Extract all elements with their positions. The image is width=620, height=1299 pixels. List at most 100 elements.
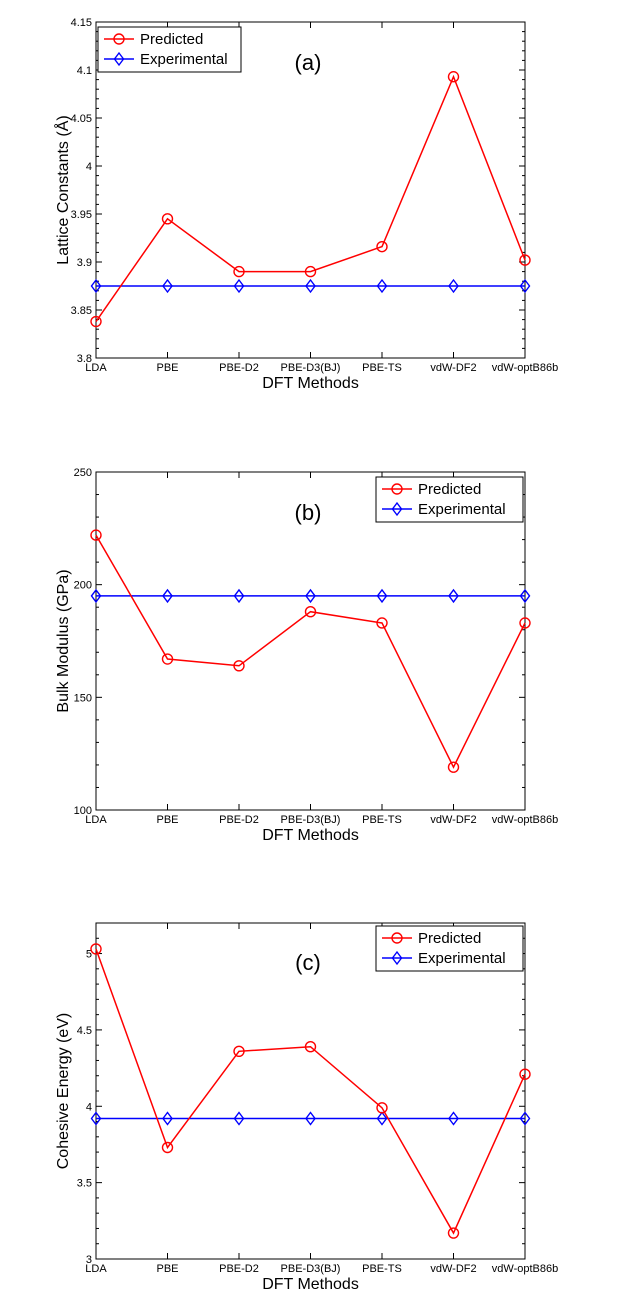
data-point <box>90 943 102 955</box>
data-point <box>519 588 531 604</box>
x-tick-label: PBE-D2 <box>219 362 259 374</box>
y-tick-label: 4 <box>86 161 92 173</box>
x-tick-label: PBE <box>156 362 178 374</box>
legend-marker <box>391 950 403 966</box>
y-tick-label: 4.1 <box>77 65 92 77</box>
series-line <box>95 74 526 322</box>
legend-label: Predicted <box>140 31 203 48</box>
data-point <box>519 617 531 629</box>
series-experimental <box>90 278 531 294</box>
data-point <box>448 588 459 604</box>
data-point <box>90 315 102 328</box>
x-tick-label: PBE-D3(BJ) <box>281 1263 341 1275</box>
y-tick-label: 4.5 <box>77 1025 92 1037</box>
legend-marker <box>391 932 403 944</box>
y-axis-label: Lattice Constants (Å) <box>53 115 72 264</box>
x-tick-label: LDA <box>85 814 107 826</box>
x-axis-label: DFT Methods <box>262 827 359 844</box>
data-point <box>304 265 317 278</box>
data-point <box>304 606 317 618</box>
legend-label: Experimental <box>418 950 506 967</box>
data-point <box>305 1111 316 1126</box>
y-tick-label: 4 <box>86 1101 92 1113</box>
data-point <box>376 1102 388 1114</box>
series-predicted <box>90 943 531 1239</box>
data-point <box>162 588 173 604</box>
legend-marker <box>113 51 125 67</box>
x-tick-label: vdW-DF2 <box>430 814 476 826</box>
data-point <box>161 213 174 225</box>
legend-label: Experimental <box>140 51 228 68</box>
data-point <box>90 588 102 604</box>
data-point <box>90 529 102 541</box>
y-axis-label: Cohesive Energy (eV) <box>55 1013 72 1170</box>
data-point <box>233 265 245 278</box>
data-point <box>90 1111 102 1126</box>
x-tick-label: LDA <box>85 1263 107 1275</box>
data-point <box>376 240 388 253</box>
plot-area <box>95 922 526 1260</box>
data-point <box>519 254 531 266</box>
data-point <box>233 1111 245 1126</box>
legend-label: Predicted <box>418 930 481 947</box>
y-tick-label: 4.15 <box>71 17 92 29</box>
data-point <box>161 1141 174 1154</box>
data-point <box>305 588 316 604</box>
x-tick-label: vdW-optB86b <box>492 1263 558 1275</box>
x-tick-label: PBE-D3(BJ) <box>281 362 341 374</box>
data-point <box>305 278 316 294</box>
y-axis-label: Bulk Modulus (GPa) <box>55 569 72 712</box>
data-point <box>448 1111 459 1126</box>
legend-marker <box>391 501 403 517</box>
x-tick-label: PBE-D3(BJ) <box>281 814 341 826</box>
x-tick-label: PBE <box>156 1263 178 1275</box>
panel-label: (a) <box>295 50 322 75</box>
legend-marker <box>113 33 125 45</box>
series-experimental <box>90 588 531 604</box>
data-point <box>376 1111 388 1126</box>
y-tick-label: 150 <box>74 692 92 704</box>
series-predicted <box>90 71 531 328</box>
legend-label: Experimental <box>418 501 506 518</box>
x-axis-label: DFT Methods <box>262 1276 359 1293</box>
x-tick-label: LDA <box>85 362 107 374</box>
x-tick-label: PBE-TS <box>362 362 402 374</box>
chart-panel-3: 3 3.5 4 4.5 5 LDA PBE PBE-D2 PBE-D3(BJ) PBE-TS vdW… <box>55 922 558 1293</box>
data-point <box>519 1111 531 1126</box>
data-point <box>519 1068 531 1080</box>
chart-panel-1: 3.8 3.85 3.9 3.95 4 4.05 4.1 4.15 LDA PBE PBE-D2 PB… <box>53 17 558 392</box>
y-tick-label: 3.95 <box>71 209 92 221</box>
data-point <box>233 588 245 604</box>
legend-marker <box>391 483 403 495</box>
chart-panel-2: 100 150 200 250 LDA PBE PBE-D2 PBE-D3(BJ) PBE-TS… <box>55 467 558 844</box>
x-tick-label: PBE-D2 <box>219 1263 259 1275</box>
y-tick-label: 3.85 <box>71 305 92 317</box>
x-axis-label: DFT Methods <box>262 375 359 392</box>
series-line <box>95 948 526 1235</box>
y-tick-label: 3 <box>86 1254 92 1266</box>
data-point <box>162 278 173 294</box>
x-tick-label: vdW-optB86b <box>492 814 558 826</box>
x-tick-label: PBE <box>156 814 178 826</box>
legend: Predicted Experimental <box>375 925 524 972</box>
y-tick-label: 250 <box>74 467 92 479</box>
data-point <box>447 761 460 773</box>
data-point <box>233 278 245 294</box>
y-tick-label: 3.9 <box>77 257 92 269</box>
x-tick-label: vdW-DF2 <box>430 1263 476 1275</box>
legend: Predicted Experimental <box>97 26 242 73</box>
data-point <box>376 278 388 294</box>
x-tick-label: vdW-optB86b <box>492 362 558 374</box>
data-point <box>519 278 531 294</box>
legend-box <box>375 925 524 972</box>
legend-box <box>375 476 524 523</box>
data-point <box>304 1041 317 1053</box>
data-point <box>376 617 388 629</box>
series-line <box>95 534 526 769</box>
y-tick-label: 5 <box>86 949 92 961</box>
data-point <box>376 588 388 604</box>
y-tick-label: 3.5 <box>77 1178 92 1190</box>
panel-label: (c) <box>295 950 321 975</box>
series-experimental <box>90 1111 531 1126</box>
